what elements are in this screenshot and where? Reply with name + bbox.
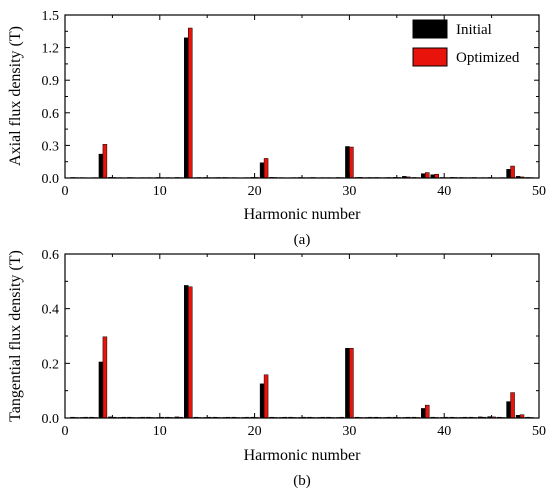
chart-panel-b: 0 10 20 30 40 50 0.0 0.2 0.4 0.6 Harmonic number… <box>7 248 546 489</box>
bar-initial-30 <box>345 146 350 179</box>
bars-layer-b <box>70 285 534 419</box>
x-tick-label: 50 <box>532 184 546 199</box>
bar-initial-4 <box>98 361 104 419</box>
bar-optimized-21 <box>263 158 269 179</box>
bar-initial-21 <box>259 383 265 419</box>
bar-optimized-30 <box>349 348 354 419</box>
bar-optimized-30 <box>349 146 354 179</box>
bar-initial-13 <box>184 285 189 419</box>
y-tick-label: 0.3 <box>42 139 60 154</box>
y-axis-title-a: Axial flux density (T) <box>7 26 24 166</box>
bar-initial-38 <box>421 408 426 419</box>
y-tick-label: 0.6 <box>42 248 60 263</box>
y-tick-label: 0.2 <box>42 357 60 372</box>
bar-optimized-4 <box>102 144 108 179</box>
x-tick-label: 40 <box>437 184 451 199</box>
bar-initial-47 <box>506 401 511 419</box>
x-ticks-a: 0 10 20 30 40 50 <box>62 15 546 199</box>
bar-initial-38 <box>421 173 426 179</box>
bar-optimized-4 <box>102 336 108 419</box>
x-tick-label: 10 <box>153 184 167 199</box>
y-tick-label: 1.5 <box>42 9 60 24</box>
bar-optimized-13 <box>187 286 193 419</box>
bar-optimized-47 <box>510 165 515 179</box>
legend-swatch-optimized <box>412 47 448 67</box>
x-tick-label: 0 <box>62 424 69 439</box>
bar-optimized-38 <box>424 404 430 419</box>
bar-optimized-13 <box>187 27 193 179</box>
y-tick-label: 0.0 <box>42 412 60 427</box>
bar-initial-30 <box>345 348 350 419</box>
x-axis-title-a: Harmonic number <box>244 206 362 223</box>
bar-initial-21 <box>259 162 265 179</box>
legend-swatch-initial <box>412 19 448 39</box>
bar-optimized-38 <box>424 172 430 179</box>
x-tick-label: 20 <box>248 424 262 439</box>
x-tick-label: 20 <box>248 184 262 199</box>
bar-initial-4 <box>98 153 104 179</box>
legend: Initial Optimized <box>412 19 520 67</box>
y-tick-label: 0.0 <box>42 172 60 187</box>
bar-initial-13 <box>184 37 189 179</box>
plot-frame-b <box>64 253 540 419</box>
chart-panel-a: 0 10 20 30 40 50 0.0 0.3 0.6 0.9 1.2 1.5 Harmonic … <box>7 9 546 248</box>
y-tick-label: 0.4 <box>42 303 60 318</box>
x-tick-label: 0 <box>62 184 69 199</box>
legend-label-initial: Initial <box>456 22 492 38</box>
panel-label-b: (b) <box>293 473 311 489</box>
x-tick-label: 30 <box>342 424 356 439</box>
x-tick-label: 50 <box>532 424 546 439</box>
x-axis-title-b: Harmonic number <box>244 447 362 464</box>
y-ticks-a: 0.0 0.3 0.6 0.9 1.2 1.5 <box>42 9 539 187</box>
bar-optimized-21 <box>263 374 269 419</box>
y-axis-title-b: Tangential flux density (T) <box>7 250 24 422</box>
x-tick-label: 40 <box>437 424 451 439</box>
y-ticks-b: 0.0 0.2 0.4 0.6 <box>42 248 539 427</box>
bar-optimized-47 <box>510 392 515 419</box>
y-tick-label: 0.6 <box>42 107 60 122</box>
y-tick-label: 1.2 <box>42 42 60 57</box>
panel-label-a: (a) <box>294 232 311 248</box>
legend-label-optimized: Optimized <box>456 50 520 66</box>
bar-initial-47 <box>506 169 511 179</box>
y-tick-label: 0.9 <box>42 74 60 89</box>
x-ticks-b: 0 10 20 30 40 50 <box>62 254 546 439</box>
x-tick-label: 30 <box>342 184 356 199</box>
x-tick-label: 10 <box>153 424 167 439</box>
plot-frame-a <box>64 14 540 179</box>
